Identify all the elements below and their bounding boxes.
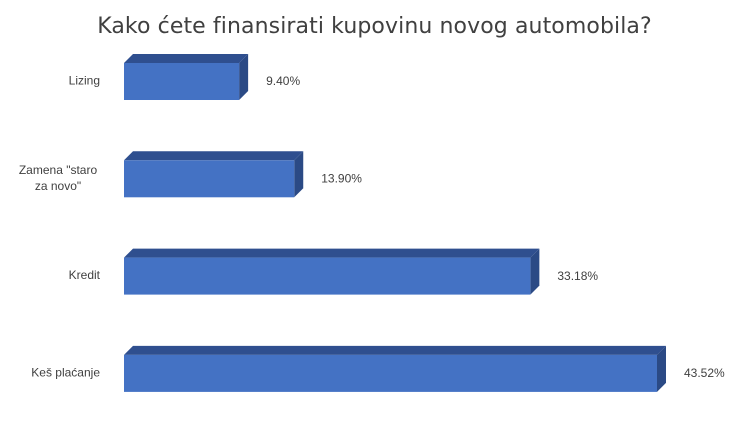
- category-label: Zamena "staro za novo": [19, 163, 98, 193]
- bar-side-face: [294, 151, 304, 198]
- category-label: Kredit: [69, 268, 101, 282]
- bar-side-face: [657, 345, 666, 392]
- bar-side-face: [239, 54, 249, 100]
- bar: [124, 160, 295, 198]
- data-label: 43.52%: [684, 366, 725, 380]
- data-label: 33.18%: [557, 269, 598, 283]
- bar-top-face: [124, 54, 249, 63]
- chart-title: Kako ćete finansirati kupovinu novog aut…: [97, 14, 652, 39]
- bar: [124, 257, 531, 295]
- category-label: Lizing: [69, 74, 100, 88]
- data-label: 13.90%: [321, 171, 362, 185]
- bar-side-face: [530, 248, 540, 295]
- bar-top-face: [124, 345, 666, 355]
- bar-group: [124, 54, 249, 100]
- bar-top-face: [124, 248, 540, 258]
- bar: [124, 63, 240, 100]
- bar-top-face: [124, 151, 304, 161]
- bar-group: [124, 345, 666, 392]
- bar: [124, 354, 657, 392]
- category-label: Keš plaćanje: [31, 366, 100, 380]
- bar-group: [124, 248, 540, 295]
- bar-group: [124, 151, 304, 198]
- data-label: 9.40%: [266, 74, 300, 88]
